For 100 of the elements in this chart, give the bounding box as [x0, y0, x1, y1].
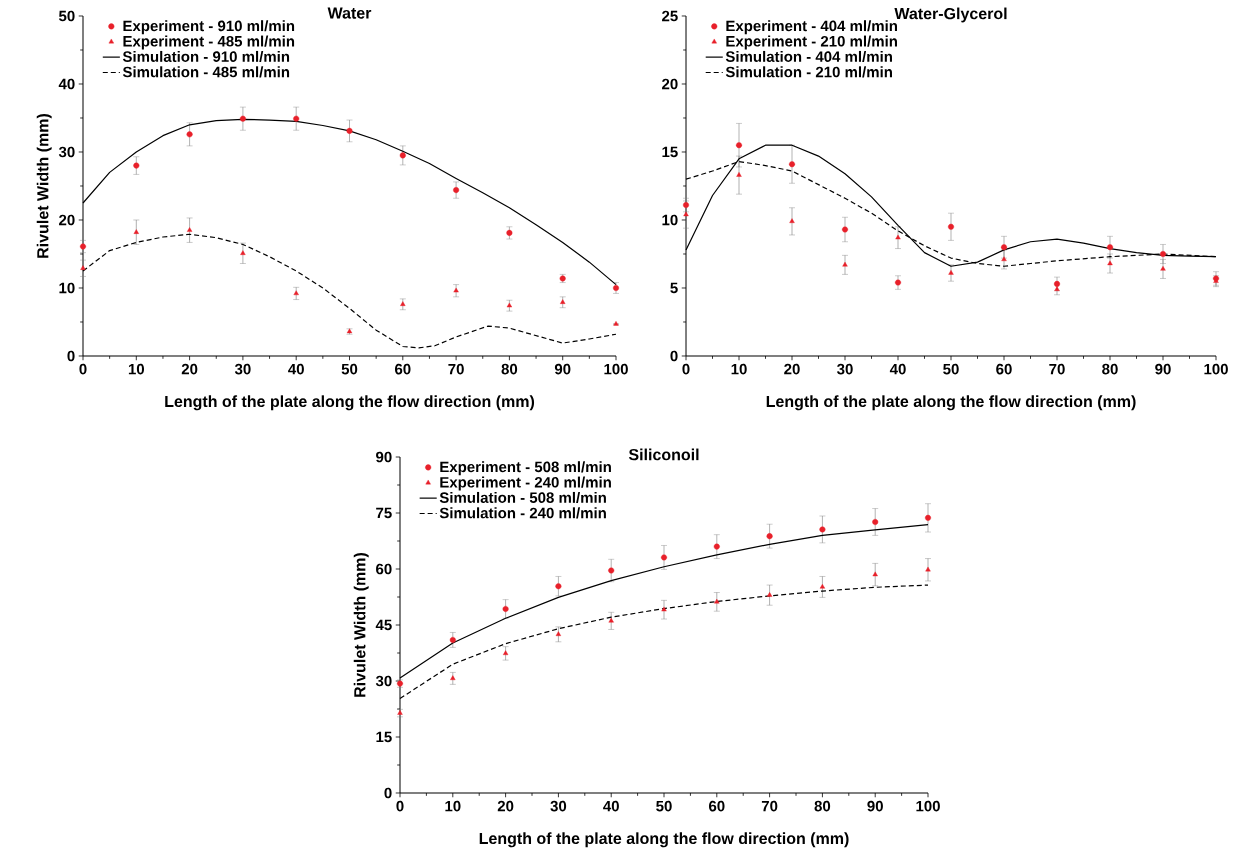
- point: [683, 202, 690, 209]
- point: [449, 636, 456, 643]
- point: [925, 566, 931, 572]
- y-tick-label: 75: [376, 507, 392, 519]
- point: [502, 605, 509, 612]
- y-tick-label: 0: [670, 350, 678, 362]
- x-tick-label: 30: [550, 800, 567, 812]
- x-tick-label: 0: [79, 363, 87, 375]
- x-axis-title: Length of the plate along the flow direction (mm): [165, 395, 535, 411]
- x-tick-label: 30: [837, 363, 853, 375]
- legend-label: Simulation - 485 ml/min: [122, 66, 290, 78]
- legend-label: Experiment - 240 ml/min: [440, 476, 611, 491]
- point: [1107, 260, 1113, 266]
- x-tick-label: 0: [396, 800, 404, 812]
- y-axis-title: Rivulet Width (mm): [36, 113, 52, 258]
- x-tick-label: 20: [497, 800, 514, 812]
- y-tick-label: 20: [59, 214, 75, 226]
- y-tick-label: 15: [376, 731, 392, 743]
- x-tick-label: 10: [445, 800, 461, 812]
- point: [948, 223, 955, 230]
- y-tick-label: 30: [375, 675, 392, 687]
- point: [133, 229, 139, 234]
- x-tick-label: 60: [395, 363, 411, 375]
- point: [186, 227, 193, 232]
- point: [1107, 244, 1114, 251]
- x-axis-title: Length of the plate along the flow direction (mm): [479, 832, 849, 848]
- y-tick-label: 30: [58, 146, 75, 158]
- point: [789, 218, 795, 223]
- point: [555, 631, 562, 636]
- y-axis-title: Rivulet Width (mm): [353, 553, 369, 697]
- x-tick-label: 80: [501, 363, 518, 375]
- y-tick-label: 20: [662, 78, 678, 90]
- x-tick-label: 60: [709, 800, 725, 812]
- x-tick-label: 70: [761, 800, 778, 812]
- point: [736, 172, 742, 177]
- x-tick-label: 90: [1155, 363, 1171, 375]
- x-tick-label: 30: [234, 363, 251, 375]
- x-tick-label: 90: [867, 800, 883, 812]
- x-tick-label: 40: [288, 363, 304, 375]
- point: [736, 142, 743, 149]
- legend-label: Experiment - 210 ml/min: [726, 35, 897, 50]
- point: [80, 265, 86, 270]
- point: [453, 187, 460, 194]
- legend-label: Simulation - 240 ml/min: [439, 507, 606, 519]
- point: [1160, 251, 1167, 257]
- point: [895, 279, 902, 286]
- point: [925, 514, 932, 521]
- legend-label: Experiment - 485 ml/min: [123, 35, 295, 50]
- point: [766, 533, 773, 540]
- point: [240, 250, 246, 255]
- point: [239, 115, 246, 122]
- point: [346, 127, 353, 134]
- x-tick-label: 20: [784, 363, 800, 375]
- point: [714, 598, 720, 604]
- x-tick-label: 0: [682, 363, 690, 375]
- point: [948, 270, 954, 275]
- legend-label: Simulation - 210 ml/min: [725, 66, 892, 78]
- y-tick-label: 40: [58, 78, 75, 90]
- x-tick-label: 80: [814, 800, 831, 812]
- point: [608, 567, 615, 574]
- legend-label: Simulation - 508 ml/min: [439, 491, 606, 504]
- point: [819, 583, 826, 589]
- point: [555, 583, 562, 590]
- x-tick-label: 10: [731, 363, 747, 375]
- legend-label: Simulation - 404 ml/min: [725, 50, 892, 63]
- x-tick-label: 10: [128, 363, 145, 375]
- point: [399, 152, 406, 159]
- y-tick-label: 50: [58, 10, 75, 22]
- point: [186, 131, 193, 138]
- y-tick-label: 0: [67, 350, 75, 362]
- chart-title: Water: [327, 7, 372, 19]
- y-tick-label: 45: [375, 619, 392, 631]
- x-tick-label: 60: [996, 363, 1012, 375]
- x-tick-label: 90: [554, 363, 571, 375]
- x-tick-label: 70: [1049, 363, 1065, 375]
- x-tick-label: 40: [603, 800, 619, 812]
- y-tick-label: 25: [662, 10, 678, 22]
- point: [133, 162, 140, 169]
- point: [1160, 265, 1166, 271]
- point: [895, 234, 901, 240]
- y-tick-label: 0: [384, 787, 392, 799]
- point: [293, 115, 300, 122]
- point: [608, 617, 614, 623]
- point: [819, 526, 826, 533]
- y-tick-label: 10: [662, 214, 678, 226]
- y-tick-label: 10: [59, 282, 75, 294]
- y-tick-label: 90: [376, 451, 392, 463]
- x-tick-label: 20: [181, 363, 198, 375]
- point: [872, 571, 878, 577]
- legend-label: Experiment - 910 ml/min: [123, 20, 295, 35]
- point: [661, 554, 668, 561]
- point: [842, 226, 849, 233]
- point: [789, 161, 796, 168]
- point: [502, 650, 509, 655]
- point: [661, 606, 667, 612]
- x-tick-label: 50: [341, 363, 358, 375]
- x-tick-label: 80: [1102, 363, 1118, 375]
- chart-title: Siliconoil: [628, 448, 699, 461]
- x-tick-label: 100: [916, 800, 940, 812]
- legend-label: Simulation - 910 ml/min: [122, 50, 290, 63]
